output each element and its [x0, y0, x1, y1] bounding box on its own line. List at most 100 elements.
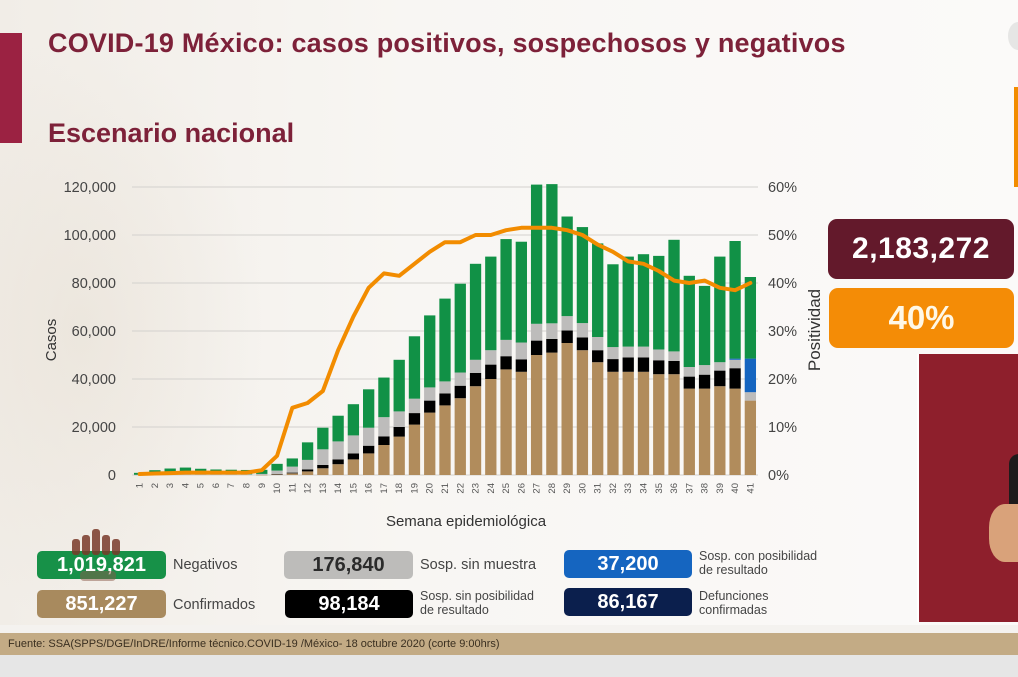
- legend-defunciones-value: 86,167: [564, 588, 692, 616]
- bar-stack: [424, 315, 436, 475]
- bar-segment-sosp-sin-muestra: [668, 351, 680, 361]
- x-tick-label: 40: [730, 483, 741, 494]
- bar-segment-confirmados: [592, 362, 604, 475]
- bar-segment-confirmados: [546, 352, 558, 475]
- bar-segment-sosp-sin-muestra: [240, 474, 253, 475]
- bar-segment-negativos: [607, 264, 619, 348]
- bar-segment-negativos: [698, 285, 711, 366]
- y-tick-label: 0: [108, 468, 116, 484]
- bar-segment-sosp-sin-muestra: [301, 459, 314, 470]
- bar-segment-confirmados: [653, 374, 665, 475]
- legend-con-posibilidad-label: Sosp. con posibilidad de resultado: [699, 549, 817, 577]
- legend-con-posibilidad-line2: de resultado: [699, 563, 768, 577]
- x-tick-label: 14: [333, 483, 344, 494]
- bar-segment-sosp-sin-muestra: [256, 473, 268, 475]
- x-tick-label: 11: [287, 483, 298, 493]
- bar-segment-sosp-sin-muestra: [424, 387, 436, 401]
- bar-segment-sosp-sin-posibilidad-de-resultado: [607, 359, 619, 372]
- bar-segment-sosp-sin-muestra: [408, 398, 421, 414]
- bar-segment-negativos: [347, 404, 360, 436]
- bottom-strip: [0, 655, 1018, 677]
- bar-segment-negativos: [530, 184, 543, 324]
- bar-stack: [317, 427, 329, 475]
- bar-segment-sosp-sin-posibilidad-de-resultado: [424, 400, 436, 413]
- legend-sin-posibilidad-label: Sosp. sin posibilidad de resultado: [420, 589, 534, 617]
- bar-segment-negativos: [301, 442, 314, 460]
- legend-sin-muestra-value: 176,840: [284, 551, 413, 579]
- bar-stack: [561, 216, 573, 475]
- bar-segment-negativos: [576, 227, 589, 324]
- legend-defunciones-line1: Defunciones: [699, 589, 769, 603]
- legend-confirmados-label: Confirmados: [173, 597, 256, 613]
- bar-segment-negativos: [546, 184, 558, 324]
- bar-segment-confirmados: [469, 386, 482, 475]
- x-tick-label: 38: [700, 483, 711, 494]
- bar-segment-sosp-sin-muestra: [530, 323, 543, 341]
- bar-segment-sosp-sin-muestra: [317, 449, 329, 465]
- bar-segment-negativos: [286, 458, 298, 467]
- bar-segment-negativos: [393, 359, 405, 412]
- bar-segment-negativos: [378, 377, 390, 418]
- bar-segment-sosp-sin-posibilidad-de-resultado: [576, 337, 589, 351]
- x-tick-label: 30: [577, 483, 588, 494]
- bar-segment-confirmados: [408, 424, 421, 475]
- bar-segment-sosp-sin-posibilidad-de-resultado: [347, 453, 360, 460]
- y2-axis-label: Positividad: [805, 289, 824, 371]
- bar-segment-sosp-sin-muestra: [515, 342, 527, 360]
- bar-segment-negativos: [622, 256, 634, 347]
- bar-segment-confirmados: [301, 471, 314, 475]
- bar-segment-confirmados: [332, 464, 344, 475]
- bar-segment-confirmados: [683, 388, 695, 475]
- y2-tick-label: 20%: [768, 372, 797, 388]
- x-tick-label: 39: [715, 483, 726, 494]
- y-tick-label: 120,000: [64, 180, 116, 196]
- bar-segment-sosp-sin-posibilidad-de-resultado: [729, 368, 741, 389]
- y-tick-label: 40,000: [72, 372, 116, 388]
- bar-segment-negativos: [561, 216, 573, 317]
- bar-stack: [485, 256, 497, 475]
- x-tick-label: 34: [638, 483, 649, 494]
- x-tick-label: 19: [409, 483, 420, 494]
- x-tick-label: 17: [379, 483, 390, 494]
- x-tick-label: 15: [348, 483, 359, 494]
- bar-segment-negativos: [729, 241, 741, 359]
- interpreter-shirt: [1009, 454, 1018, 524]
- legend-con-posibilidad-value: 37,200: [564, 550, 692, 578]
- bar-segment-sosp-sin-posibilidad-de-resultado: [286, 472, 298, 474]
- bar-segment-sosp-sin-posibilidad-de-resultado: [546, 338, 558, 353]
- legend-defunciones-label: Defunciones confirmadas: [699, 589, 769, 617]
- y2-tick-label: 10%: [768, 420, 797, 436]
- legend-sin-posibilidad-line1: Sosp. sin posibilidad: [420, 589, 534, 603]
- sign-language-interpreter-video: [917, 354, 1018, 622]
- bar-stack: [683, 275, 695, 475]
- bar-segment-sosp-sin-posibilidad-de-resultado: [668, 361, 680, 375]
- bar-segment-sosp-sin-muestra: [286, 466, 298, 473]
- orange-accent-bar: [1014, 87, 1018, 187]
- bar-stack: [607, 264, 619, 475]
- x-tick-label: 41: [745, 483, 756, 494]
- x-tick-label: 18: [394, 483, 405, 494]
- x-tick-label: 1: [135, 483, 146, 488]
- x-tick-label: 20: [425, 483, 436, 494]
- bar-segment-sosp-sin-muestra: [347, 435, 360, 454]
- bar-segment-sosp-sin-posibilidad-de-resultado: [561, 330, 573, 343]
- x-tick-label: 29: [562, 483, 573, 494]
- bar-stack: [301, 442, 314, 475]
- government-logo-icon: [72, 529, 120, 581]
- x-tick-label: 6: [211, 483, 222, 488]
- bar-segment-sosp-sin-muestra: [439, 381, 451, 394]
- bar-segment-negativos: [637, 254, 650, 347]
- x-tick-label: 5: [196, 483, 207, 488]
- bar-segment-confirmados: [668, 374, 680, 475]
- x-tick-label: 13: [318, 483, 329, 494]
- chart-bars: [133, 184, 757, 476]
- bar-segment-sosp-sin-muestra: [607, 347, 619, 360]
- bar-segment-sosp-sin-muestra: [637, 346, 650, 358]
- y-tick-label: 20,000: [72, 420, 116, 436]
- x-tick-label: 10: [272, 483, 283, 494]
- bar-segment-negativos: [439, 298, 451, 382]
- bar-segment-confirmados: [637, 371, 650, 475]
- bar-segment-sosp-sin-posibilidad-de-resultado: [592, 350, 604, 363]
- bar-segment-confirmados: [363, 453, 375, 475]
- page-title: COVID-19 México: casos positivos, sospec…: [48, 28, 846, 58]
